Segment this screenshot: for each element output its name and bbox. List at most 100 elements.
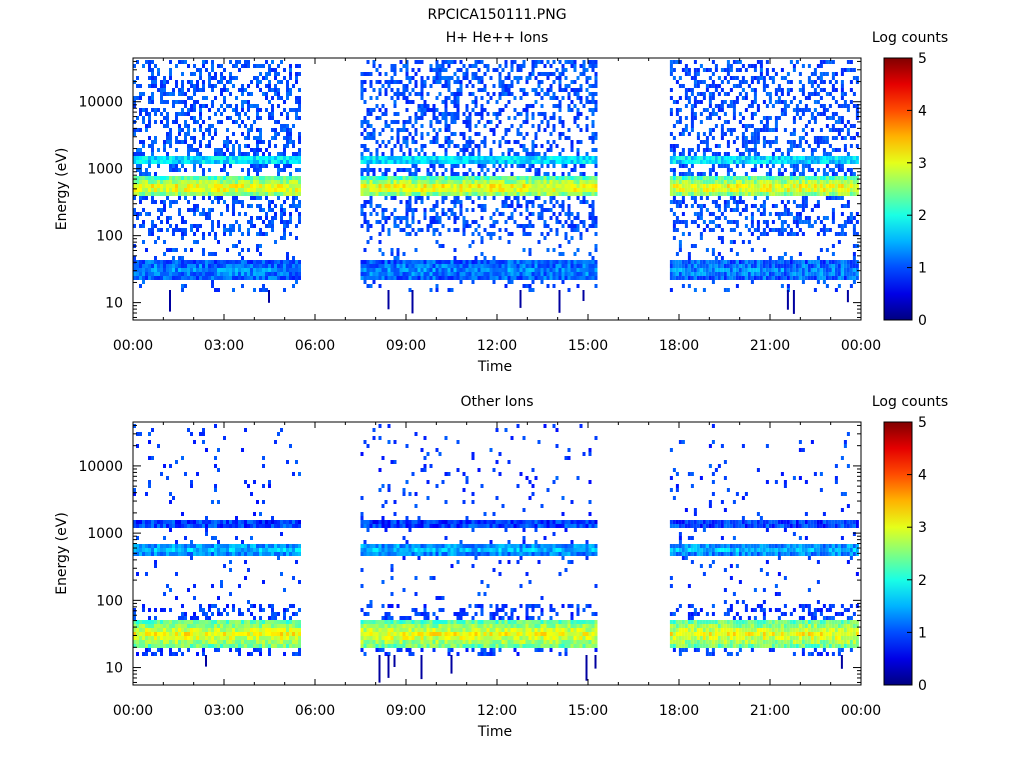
spectrogram-cell bbox=[381, 260, 385, 264]
spectrogram-cell bbox=[741, 272, 745, 276]
spectrogram-cell bbox=[561, 164, 565, 168]
spectrogram-cell bbox=[471, 180, 475, 184]
spectrogram-cell bbox=[513, 180, 517, 184]
spectrogram-cell bbox=[585, 124, 589, 128]
spectrogram-cell bbox=[531, 148, 535, 152]
spectrogram-cell bbox=[501, 276, 505, 280]
spectrogram-cell bbox=[591, 268, 595, 272]
spectrogram-cell bbox=[525, 224, 529, 228]
spectrogram-cell bbox=[157, 156, 160, 160]
spectrogram-cell bbox=[423, 268, 427, 272]
spectrogram-cell bbox=[768, 160, 772, 164]
spectrogram-cell bbox=[453, 120, 457, 124]
spectrogram-cell bbox=[139, 172, 142, 176]
spectrogram-cell bbox=[672, 172, 676, 176]
spectrogram-cell bbox=[265, 192, 268, 196]
spectrogram-cell bbox=[399, 228, 403, 232]
spectrogram-cell bbox=[289, 232, 292, 236]
spectrogram-cell bbox=[390, 192, 394, 196]
spectrogram-cell bbox=[732, 192, 736, 196]
spectrogram-cell bbox=[522, 232, 526, 236]
spectrogram-cell bbox=[483, 140, 487, 144]
spectrogram-cell bbox=[399, 192, 403, 196]
spectrogram-cell bbox=[501, 188, 505, 192]
spectrogram-cell bbox=[405, 96, 409, 100]
spectrogram-cell bbox=[360, 156, 364, 160]
spectrogram-cell bbox=[133, 192, 136, 196]
spectrogram-cell bbox=[169, 188, 172, 192]
spectrogram-cell bbox=[783, 220, 787, 224]
spectrogram-cell bbox=[420, 148, 424, 152]
spectrogram-cell bbox=[378, 116, 382, 120]
spectrogram-cell bbox=[163, 100, 166, 104]
spectrogram-cell bbox=[555, 268, 559, 272]
spectrogram-cell bbox=[366, 156, 370, 160]
spectrogram-cell bbox=[181, 84, 184, 88]
spectrogram-cell bbox=[804, 156, 808, 160]
spectrogram-cell bbox=[762, 264, 766, 268]
spectrogram-cell bbox=[139, 84, 142, 88]
spectrogram-cell bbox=[699, 120, 703, 124]
spectrogram-cell bbox=[513, 264, 517, 268]
spectrogram-cell bbox=[250, 184, 253, 188]
spectrogram-cell bbox=[564, 156, 568, 160]
spectrogram-cell bbox=[780, 156, 784, 160]
spectrogram-cell bbox=[522, 276, 526, 280]
spectrogram-cell bbox=[804, 268, 808, 272]
spectrogram-cell bbox=[579, 72, 583, 76]
spectrogram-cell bbox=[744, 264, 748, 268]
spectrogram-cell bbox=[438, 260, 442, 264]
spectrogram-cell bbox=[399, 144, 403, 148]
spectrogram-cell bbox=[139, 276, 142, 280]
spectrogram-cell bbox=[453, 220, 457, 224]
spectrogram-cell bbox=[762, 100, 766, 104]
spectrogram-cell bbox=[181, 236, 184, 240]
spectrogram-cell bbox=[241, 160, 244, 164]
spectrogram-cell bbox=[750, 184, 754, 188]
spectrogram-cell bbox=[498, 268, 502, 272]
spectrogram-cell bbox=[181, 284, 184, 288]
spectrogram-cell bbox=[399, 68, 403, 72]
spectrogram-cell bbox=[759, 60, 763, 64]
spectrogram-cell bbox=[513, 184, 517, 188]
spectrogram-cell bbox=[690, 204, 694, 208]
spectrogram-cell bbox=[477, 112, 481, 116]
spectrogram-cell bbox=[184, 272, 187, 276]
spectrogram-cell bbox=[585, 96, 589, 100]
spectrogram-cell bbox=[247, 108, 250, 112]
spectrogram-cell bbox=[163, 276, 166, 280]
spectrogram-cell bbox=[708, 268, 712, 272]
spectrogram-cell bbox=[199, 124, 202, 128]
spectrogram-cell bbox=[286, 252, 289, 256]
spectrogram-cell bbox=[447, 176, 451, 180]
spectrogram-cell bbox=[139, 164, 142, 168]
spectrogram-cell bbox=[405, 68, 409, 72]
spectrogram-cell bbox=[199, 164, 202, 168]
spectrogram-cell bbox=[732, 112, 736, 116]
spectrogram-cell bbox=[133, 128, 136, 132]
spectrogram-cell bbox=[289, 184, 292, 188]
spectrogram-cell bbox=[702, 188, 706, 192]
spectrogram-cell bbox=[450, 288, 454, 292]
spectrogram-cell bbox=[783, 156, 787, 160]
spectrogram-cell bbox=[483, 172, 487, 176]
spectrogram-cell bbox=[133, 64, 136, 68]
spectrogram-cell bbox=[289, 212, 292, 216]
spectrogram-cell bbox=[555, 200, 559, 204]
spectrogram-cell bbox=[504, 284, 508, 288]
spectrogram-cell bbox=[687, 184, 691, 188]
spectrogram-cell bbox=[708, 272, 712, 276]
spectrogram-cell bbox=[546, 232, 550, 236]
spectrogram-cell bbox=[732, 156, 736, 160]
spectrogram-cell bbox=[723, 164, 727, 168]
spectrogram-cell bbox=[151, 176, 154, 180]
spectrogram-cell bbox=[450, 132, 454, 136]
spectrogram-cell bbox=[552, 212, 556, 216]
spectrogram-cell bbox=[283, 276, 286, 280]
spectrogram-cell bbox=[453, 60, 457, 64]
spectrogram-cell bbox=[495, 156, 499, 160]
spectrogram-cell bbox=[405, 180, 409, 184]
spectrogram-cell bbox=[792, 200, 796, 204]
spectrogram-cell bbox=[256, 188, 259, 192]
spectrogram-cell bbox=[570, 108, 574, 112]
